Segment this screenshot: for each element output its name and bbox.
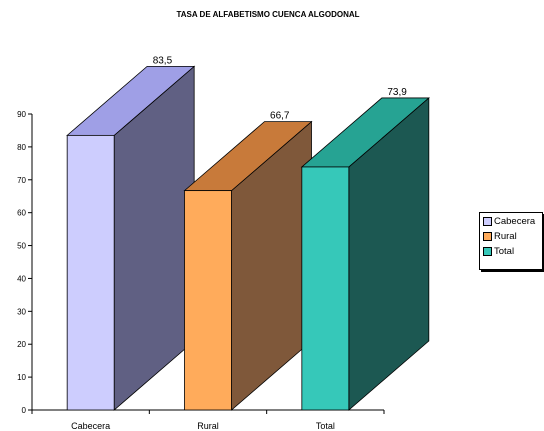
legend-label-cabecera: Cabecera: [494, 216, 536, 227]
legend-item-cabecera: Cabecera: [483, 215, 542, 228]
y-tick-label: 60: [17, 209, 26, 218]
y-tick-label: 80: [17, 143, 26, 152]
legend-label-total: Total: [494, 246, 515, 257]
bar-front: [184, 190, 232, 411]
legend-swatch-rural: [483, 232, 492, 241]
bar-total: [300, 97, 430, 411]
x-tick-label: Cabecera: [71, 421, 110, 431]
bar-front: [301, 166, 350, 411]
data-label: 73,9: [387, 87, 407, 98]
y-tick-label: 90: [17, 110, 26, 119]
x-tick-label: Rural: [197, 421, 219, 431]
legend-item-rural: Rural: [483, 230, 542, 243]
chart-title: TASA DE ALFABETISMO CUENCA ALGODONAL: [176, 10, 359, 19]
legend-item-total: Total: [483, 245, 542, 258]
legend-swatch-cabecera: [483, 217, 492, 226]
y-tick-label: 10: [17, 373, 26, 382]
y-tick-label: 30: [17, 307, 26, 316]
y-tick-label: 50: [17, 242, 26, 251]
y-tick-label: 40: [17, 274, 26, 283]
data-label: 66,7: [270, 111, 290, 122]
bars: 83,5 66,7 73,9: [66, 55, 430, 411]
data-label: 83,5: [153, 55, 173, 66]
legend: Cabecera Rural Total: [479, 212, 543, 270]
x-tick-label: Total: [316, 421, 335, 431]
legend-label-rural: Rural: [494, 231, 517, 242]
legend-swatch-total: [483, 247, 492, 256]
bar-rural: [183, 120, 313, 411]
y-tick-label: 20: [17, 340, 26, 349]
y-tick-label: 0: [22, 406, 27, 415]
bar-cabecera: [66, 65, 196, 411]
y-tick-label: 70: [17, 176, 26, 185]
bar-front: [66, 134, 115, 411]
